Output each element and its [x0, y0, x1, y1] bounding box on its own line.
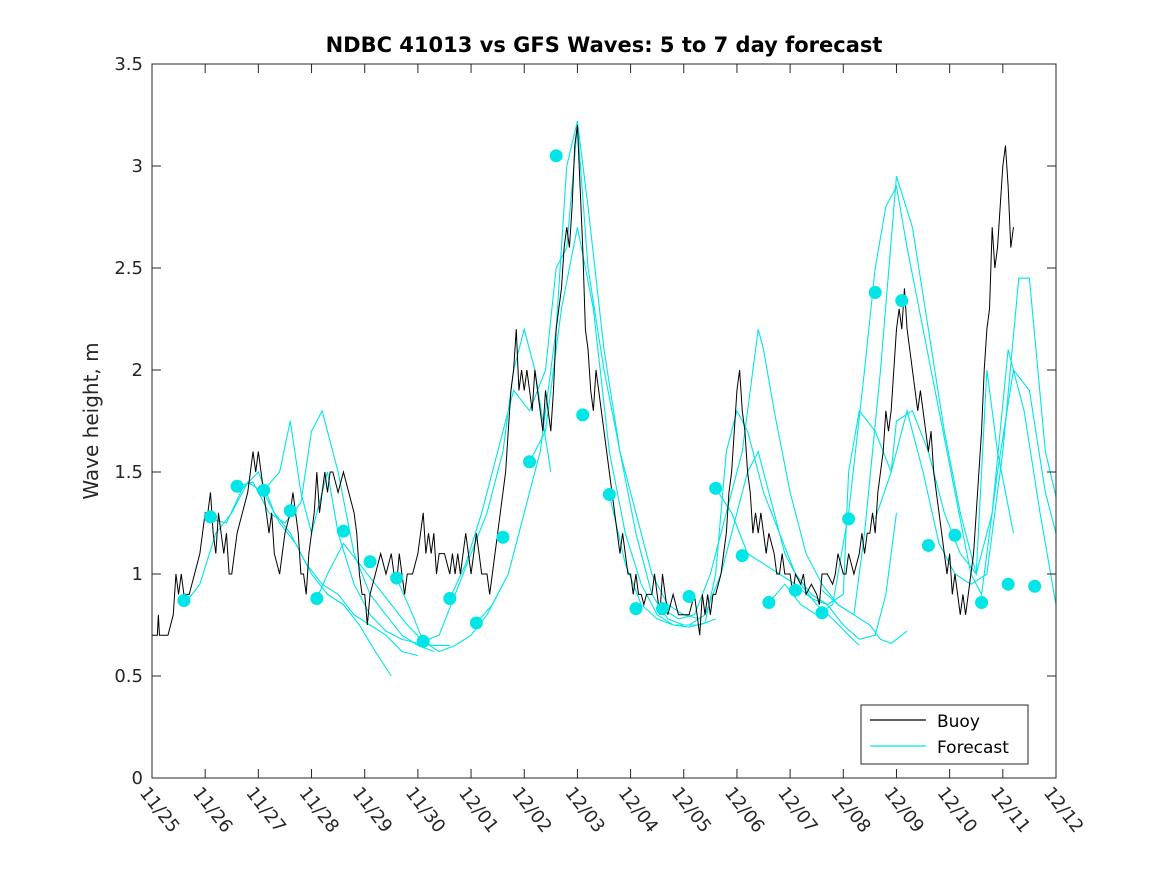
forecast-marker	[336, 524, 350, 538]
forecast-marker	[549, 149, 563, 163]
forecast-marker	[576, 408, 590, 422]
forecast-marker	[921, 538, 935, 552]
y-tick-label: 0	[132, 768, 143, 789]
forecast-marker	[682, 589, 696, 603]
axes-box	[151, 63, 1057, 779]
forecast-marker	[1001, 577, 1015, 591]
buoy-line	[152, 125, 1014, 636]
forecast-marker	[523, 455, 537, 469]
forecast-run-line	[715, 369, 1014, 606]
y-axis-label: Wave height, m	[79, 342, 103, 499]
plot-area	[152, 64, 1056, 778]
forecast-marker	[868, 285, 882, 299]
legend-forecast-label: Forecast	[937, 738, 1009, 758]
y-tick-label: 2.5	[114, 258, 143, 279]
y-tick-label: 1	[132, 564, 143, 585]
forecast-marker	[948, 528, 962, 542]
forecast-run-line	[821, 176, 1057, 616]
forecast-marker	[390, 571, 404, 585]
forecast-marker	[842, 512, 856, 526]
y-tick-label: 3.5	[114, 54, 143, 75]
legend: Buoy Forecast	[860, 704, 1029, 765]
y-tick-label: 3	[132, 156, 143, 177]
forecast-marker	[975, 596, 989, 610]
forecast-marker	[655, 602, 669, 616]
forecast-marker	[629, 602, 643, 616]
forecast-run-line	[449, 125, 700, 620]
forecast-marker	[310, 591, 324, 605]
forecast-marker	[735, 549, 749, 563]
forecast-run-line	[183, 481, 392, 677]
forecast-marker	[230, 479, 244, 493]
forecast-marker	[815, 606, 829, 620]
y-tick-label: 0.5	[114, 666, 143, 687]
forecast-marker	[177, 594, 191, 608]
forecast-marker	[283, 504, 297, 518]
forecast-marker	[416, 634, 430, 648]
forecast-run-line	[475, 120, 716, 626]
forecast-marker	[762, 596, 776, 610]
forecast-run-line	[263, 420, 450, 646]
forecast-run-line	[662, 329, 908, 644]
forecast-run-line	[874, 277, 1057, 585]
forecast-marker	[895, 294, 909, 308]
forecast-run-line	[210, 471, 419, 657]
series-layer	[152, 120, 1057, 677]
forecast-marker	[203, 510, 217, 524]
forecast-marker	[496, 530, 510, 544]
y-tick-label: 1.5	[114, 462, 143, 483]
forecast-marker	[602, 487, 616, 501]
forecast-run-line	[316, 542, 504, 653]
forecast-marker	[788, 583, 802, 597]
chart-title: NDBC 41013 vs GFS Waves: 5 to 7 day fore…	[326, 33, 883, 57]
forecast-marker	[443, 591, 457, 605]
forecast-marker	[363, 555, 377, 569]
forecast-marker	[469, 616, 483, 630]
forecast-marker	[709, 481, 723, 495]
forecast-marker	[1028, 579, 1042, 593]
y-tick-label: 2	[132, 360, 143, 381]
forecast-marker	[257, 483, 271, 497]
forecast-run-line	[608, 409, 898, 640]
legend-box	[860, 704, 1029, 765]
legend-buoy-label: Buoy	[937, 712, 980, 732]
